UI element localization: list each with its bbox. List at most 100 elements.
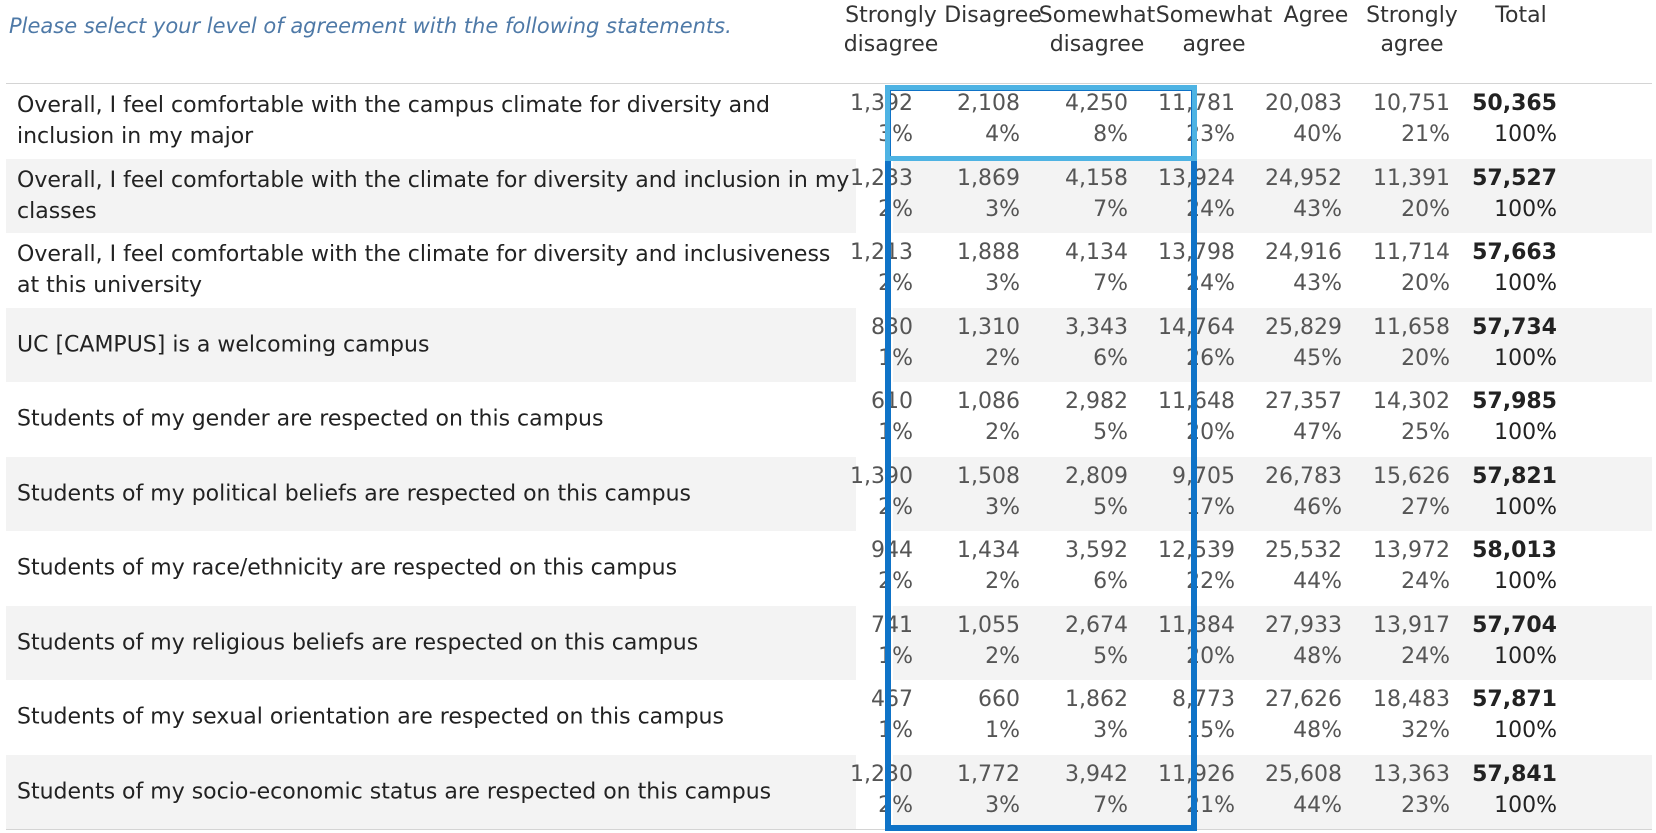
table-row[interactable]: Overall, I feel comfortable with the cli… bbox=[6, 233, 1652, 308]
response-cell[interactable]: 25,532 44% bbox=[1265, 535, 1342, 597]
response-count: 1,055 bbox=[957, 612, 1020, 638]
total-cell[interactable]: 57,704 100% bbox=[1472, 610, 1557, 672]
total-cell[interactable]: 57,821 100% bbox=[1472, 461, 1557, 523]
response-cell[interactable]: 26,783 46% bbox=[1265, 461, 1342, 523]
row-cells-background bbox=[893, 158, 1652, 233]
statement-label[interactable]: Students of my political beliefs are res… bbox=[17, 481, 691, 507]
response-cell[interactable]: 1,233 2% bbox=[850, 163, 913, 225]
response-cell[interactable]: 10,751 21% bbox=[1373, 88, 1450, 150]
statement-label[interactable]: Students of my sexual orientation are re… bbox=[17, 704, 724, 730]
response-cell[interactable]: 1,086 2% bbox=[957, 386, 1020, 448]
column-header-1[interactable]: Disagree bbox=[944, 1, 1042, 30]
response-cell[interactable]: 11,391 20% bbox=[1373, 163, 1450, 225]
table-row[interactable]: Students of my religious beliefs are res… bbox=[6, 605, 1652, 680]
response-cell[interactable]: 1,310 2% bbox=[957, 312, 1020, 374]
response-cell[interactable]: 24,952 43% bbox=[1265, 163, 1342, 225]
column-header-line2: disagree bbox=[843, 32, 939, 57]
statement-label[interactable]: Overall, I feel comfortable with the cli… bbox=[17, 242, 831, 299]
statement-label[interactable]: Students of my gender are respected on t… bbox=[17, 406, 604, 432]
response-cell[interactable]: 3,343 6% bbox=[1065, 312, 1128, 374]
column-header-4[interactable]: Agree bbox=[1284, 1, 1349, 30]
response-cell[interactable]: 2,982 5% bbox=[1065, 386, 1128, 448]
response-percent: 5% bbox=[1093, 494, 1128, 520]
response-cell[interactable]: 27,626 48% bbox=[1265, 684, 1342, 746]
response-cell[interactable]: 1,390 2% bbox=[850, 461, 913, 523]
response-count: 57,663 bbox=[1472, 240, 1557, 265]
table-row[interactable]: Students of my race/ethnicity are respec… bbox=[6, 531, 1652, 606]
response-cell[interactable]: 13,917 24% bbox=[1373, 610, 1450, 672]
response-percent: 1% bbox=[878, 718, 913, 743]
response-cell[interactable]: 14,302 25% bbox=[1373, 386, 1450, 448]
response-cell[interactable]: 467 1% bbox=[871, 684, 913, 746]
response-cell[interactable]: 3,592 6% bbox=[1065, 535, 1128, 597]
response-cell[interactable]: 830 1% bbox=[871, 312, 913, 374]
statement-label[interactable]: UC [CAMPUS] is a welcoming campus bbox=[17, 332, 430, 358]
response-cell[interactable]: 4,134 7% bbox=[1065, 237, 1128, 299]
response-cell[interactable]: 11,714 20% bbox=[1373, 237, 1450, 299]
statement-label[interactable]: Overall, I feel comfortable with the cam… bbox=[17, 93, 771, 150]
response-cell[interactable]: 1,888 3% bbox=[957, 237, 1020, 299]
table-row[interactable]: UC [CAMPUS] is a welcoming campus 830 1% 1,… bbox=[6, 307, 1652, 382]
response-cell[interactable]: 8,773 15% bbox=[1172, 684, 1235, 746]
response-cell[interactable]: 1,055 2% bbox=[957, 610, 1020, 672]
table-row[interactable]: Students of my gender are respected on t… bbox=[6, 382, 1652, 457]
response-cell[interactable]: 11,658 20% bbox=[1373, 312, 1450, 374]
response-cell[interactable]: 4,250 8% bbox=[1065, 88, 1128, 150]
response-cell[interactable]: 25,608 44% bbox=[1265, 759, 1342, 821]
response-count: 4,158 bbox=[1065, 165, 1128, 191]
response-cell[interactable]: 1,869 3% bbox=[957, 163, 1020, 225]
total-cell[interactable]: 57,985 100% bbox=[1472, 386, 1557, 448]
statement-label[interactable]: Students of my religious beliefs are res… bbox=[17, 630, 699, 656]
response-count: 27,626 bbox=[1265, 687, 1342, 712]
response-cell[interactable]: 660 1% bbox=[978, 684, 1020, 746]
total-cell[interactable]: 57,527 100% bbox=[1472, 163, 1557, 225]
response-cell[interactable]: 27,933 48% bbox=[1265, 610, 1342, 672]
column-header-0[interactable]: Strongly disagree bbox=[844, 1, 939, 59]
response-cell[interactable]: 1,772 3% bbox=[957, 759, 1020, 821]
table-row[interactable]: Overall, I feel comfortable with the cli… bbox=[6, 158, 1652, 233]
table-row[interactable]: Overall, I feel comfortable with the cam… bbox=[6, 84, 1652, 159]
response-cell[interactable]: 25,829 45% bbox=[1265, 312, 1342, 374]
column-header-6[interactable]: Total bbox=[1495, 1, 1546, 30]
table-row[interactable]: Students of my socio-economic status are… bbox=[6, 754, 1652, 829]
response-cell[interactable]: 1,392 3% bbox=[850, 88, 913, 150]
response-cell[interactable]: 3,942 7% bbox=[1065, 759, 1128, 821]
response-cell[interactable]: 2,108 4% bbox=[957, 88, 1020, 150]
table-row[interactable]: Students of my sexual orientation are re… bbox=[6, 680, 1652, 755]
response-cell[interactable]: 20,083 40% bbox=[1265, 88, 1342, 150]
table-row[interactable]: Students of my political beliefs are res… bbox=[6, 456, 1652, 531]
response-cell[interactable]: 1,508 3% bbox=[957, 461, 1020, 523]
statement-label[interactable]: Students of my race/ethnicity are respec… bbox=[17, 555, 678, 581]
column-header-5[interactable]: Strongly agree bbox=[1366, 1, 1458, 59]
total-cell[interactable]: 57,734 100% bbox=[1472, 312, 1557, 374]
statement-label[interactable]: Overall, I feel comfortable with the cli… bbox=[17, 167, 850, 224]
response-cell[interactable]: 27,357 47% bbox=[1265, 386, 1342, 448]
response-percent: 5% bbox=[1093, 420, 1128, 445]
total-cell[interactable]: 50,365 100% bbox=[1472, 88, 1557, 150]
response-cell[interactable]: 741 1% bbox=[871, 610, 913, 672]
total-cell[interactable]: 58,013 100% bbox=[1472, 535, 1557, 597]
response-cell[interactable]: 1,434 2% bbox=[957, 535, 1020, 597]
response-cell[interactable]: 2,674 5% bbox=[1065, 610, 1128, 672]
response-cell[interactable]: 1,213 2% bbox=[850, 237, 913, 299]
column-header-2[interactable]: Somewhat disagree bbox=[1039, 1, 1155, 59]
response-cell[interactable]: 13,363 23% bbox=[1373, 759, 1450, 821]
response-cell[interactable]: 1,862 3% bbox=[1065, 684, 1128, 746]
total-cell[interactable]: 57,663 100% bbox=[1472, 237, 1557, 299]
response-count: 741 bbox=[871, 612, 913, 638]
response-percent: 2% bbox=[985, 420, 1020, 445]
response-cell[interactable]: 13,972 24% bbox=[1373, 535, 1450, 597]
statement-label[interactable]: Students of my socio-economic status are… bbox=[17, 779, 772, 805]
response-cell[interactable]: 1,230 2% bbox=[850, 759, 913, 821]
response-cell[interactable]: 11,781 23% bbox=[1158, 88, 1235, 150]
response-cell[interactable]: 24,916 43% bbox=[1265, 237, 1342, 299]
response-cell[interactable]: 2,809 5% bbox=[1065, 461, 1128, 523]
response-cell[interactable]: 610 1% bbox=[871, 386, 913, 448]
response-cell[interactable]: 18,483 32% bbox=[1373, 684, 1450, 746]
response-cell[interactable]: 15,626 27% bbox=[1373, 461, 1450, 523]
response-cell[interactable]: 944 2% bbox=[871, 535, 913, 597]
column-header-3[interactable]: Somewhat agree bbox=[1156, 1, 1272, 59]
total-cell[interactable]: 57,841 100% bbox=[1472, 759, 1557, 821]
response-cell[interactable]: 4,158 7% bbox=[1065, 163, 1128, 225]
total-cell[interactable]: 57,871 100% bbox=[1472, 684, 1557, 746]
